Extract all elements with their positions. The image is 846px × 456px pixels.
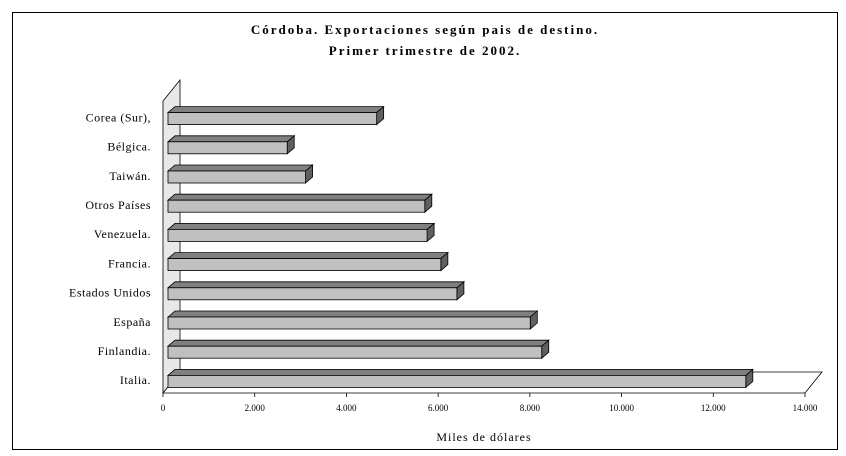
bar-top	[166, 368, 754, 376]
bar-front	[167, 199, 426, 213]
bar-front	[167, 374, 747, 388]
bar-front	[167, 287, 458, 301]
bar	[166, 134, 296, 155]
bar	[166, 251, 449, 272]
bar-top	[166, 252, 449, 260]
bar	[166, 310, 539, 330]
y-tick-label: Taiwán.	[109, 169, 151, 183]
bar	[166, 105, 385, 126]
x-tick-label: 8.000	[520, 403, 541, 413]
y-tick-label: Bélgica.	[107, 140, 151, 154]
x-axis-label: Miles de dólares	[436, 430, 531, 444]
bar	[166, 280, 465, 301]
x-tick-label: 6.000	[428, 403, 449, 413]
x-tick-label: 12.000	[701, 403, 726, 413]
bar-top	[166, 222, 436, 230]
y-tick-label: Otros Países	[85, 198, 151, 212]
bar-top	[166, 135, 296, 143]
bar-top	[166, 281, 465, 289]
bar-front	[167, 316, 531, 330]
chart-title: Córdoba. Exportaciones según pais de des…	[251, 22, 599, 37]
y-tick-label: España	[113, 315, 151, 329]
x-tick-label: 4.000	[336, 403, 357, 413]
bar-top	[166, 106, 385, 113]
bar-top	[166, 193, 433, 201]
bar-front	[167, 170, 306, 184]
y-tick-label: Finlandia.	[98, 344, 151, 358]
y-tick-label: Venezuela.	[94, 227, 151, 241]
chart-subtitle: Primer trimestre de 2002.	[329, 43, 521, 58]
bar	[166, 368, 754, 389]
bar-front	[167, 258, 442, 272]
bar-front	[167, 345, 543, 359]
bar	[166, 164, 314, 184]
y-tick-label: Italia.	[120, 373, 151, 387]
bar-top	[166, 310, 539, 318]
bar-top	[166, 164, 314, 172]
x-tick-label: 0	[161, 403, 166, 413]
x-tick-label: 10.000	[609, 403, 634, 413]
bar-front	[167, 228, 428, 242]
y-tick-label: Francia.	[108, 256, 151, 270]
bar	[166, 339, 550, 360]
bar	[166, 193, 433, 214]
y-tick-label: Corea (Sur),	[86, 110, 151, 124]
y-tick-label: Estados Unidos	[69, 286, 151, 300]
bar-top	[166, 339, 550, 347]
x-tick-label: 14.000	[793, 403, 818, 413]
bar-front	[167, 141, 288, 155]
x-tick-label: 2.000	[245, 403, 266, 413]
bar-front	[167, 112, 378, 125]
bar	[166, 222, 436, 243]
